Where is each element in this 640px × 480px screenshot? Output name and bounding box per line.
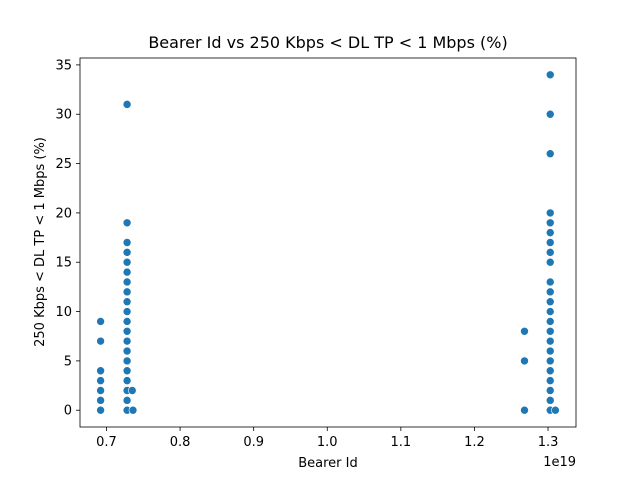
scatter-point bbox=[122, 238, 132, 247]
scatter-point bbox=[122, 248, 132, 257]
scatter-point bbox=[545, 218, 555, 228]
scatter-point bbox=[122, 307, 132, 316]
scatter-point bbox=[545, 396, 555, 405]
x-tick-label: 1.3 bbox=[538, 435, 559, 450]
scatter-point bbox=[545, 70, 555, 80]
x-tick-label: 0.9 bbox=[243, 435, 264, 450]
scatter-point bbox=[127, 386, 137, 395]
scatter-point bbox=[551, 405, 560, 415]
scatter-point bbox=[96, 386, 105, 395]
scatter-point bbox=[122, 218, 132, 228]
scatter-point bbox=[122, 317, 132, 326]
scatter-point bbox=[122, 297, 132, 306]
x-tick-label: 0.7 bbox=[96, 435, 117, 450]
scatter-point bbox=[545, 346, 555, 356]
scatter-point bbox=[122, 100, 132, 109]
y-axis-label: 250 Kbps < DL TP < 1 Mbps (%) bbox=[33, 137, 48, 347]
x-tick-label: 1.1 bbox=[391, 435, 412, 450]
scatter-point bbox=[545, 109, 555, 119]
scatter-point bbox=[545, 317, 555, 326]
scatter-point bbox=[96, 317, 105, 326]
scatter-point bbox=[545, 257, 555, 267]
scatter-point bbox=[520, 326, 529, 336]
scatter-point bbox=[545, 248, 555, 257]
y-tick-label: 10 bbox=[55, 305, 72, 320]
y-tick-label: 35 bbox=[55, 58, 72, 73]
scatter-point bbox=[545, 297, 555, 306]
y-tick-label: 15 bbox=[55, 256, 72, 271]
scatter-point bbox=[96, 396, 105, 405]
axes-frame bbox=[79, 57, 577, 428]
x-axis-label: Bearer Id bbox=[298, 456, 358, 471]
scatter-point bbox=[128, 405, 138, 415]
scatter-point bbox=[545, 307, 555, 316]
scatter-point bbox=[122, 356, 132, 366]
scatter-point bbox=[545, 208, 555, 218]
y-tick-label: 20 bbox=[55, 206, 72, 221]
plot-area: 0 5 10 15 20 25 30 35 0.7 0.8 0.9 1.0 1.1 1.2 1.3 bbox=[55, 57, 577, 450]
scatter-point bbox=[96, 376, 105, 385]
x-offset-label: 1e19 bbox=[543, 455, 576, 470]
scatter-point bbox=[122, 267, 132, 277]
x-tick-label: 0.8 bbox=[170, 435, 191, 450]
y-tick-label: 0 bbox=[64, 404, 72, 419]
scatter-point bbox=[545, 326, 555, 336]
scatter-point bbox=[545, 228, 555, 237]
scatter-point bbox=[122, 396, 132, 405]
scatter-point bbox=[122, 287, 132, 297]
x-tick-label: 1.2 bbox=[464, 435, 485, 450]
scatter-point bbox=[122, 346, 132, 356]
scatter-point bbox=[545, 366, 555, 376]
scatter-point bbox=[96, 366, 105, 376]
scatter-point bbox=[545, 238, 555, 247]
scatter-point bbox=[96, 336, 105, 346]
scatter-point bbox=[122, 277, 132, 287]
scatter-point bbox=[545, 386, 555, 395]
scatter-point bbox=[545, 149, 555, 159]
scatter-point bbox=[545, 277, 555, 287]
scatter-point bbox=[122, 376, 132, 385]
scatter-point bbox=[545, 287, 555, 297]
scatter-point bbox=[520, 405, 529, 415]
y-tick-label: 25 bbox=[55, 157, 72, 172]
scatter-point bbox=[122, 257, 132, 267]
scatter-point bbox=[545, 376, 555, 385]
y-tick-label: 30 bbox=[55, 108, 72, 123]
scatter-point bbox=[520, 356, 529, 366]
scatter-point bbox=[122, 366, 132, 376]
scatter-point bbox=[545, 356, 555, 366]
chart-title: Bearer Id vs 250 Kbps < DL TP < 1 Mbps (… bbox=[148, 33, 507, 52]
scatter-point bbox=[96, 405, 105, 415]
x-tick-label: 1.0 bbox=[317, 435, 338, 450]
scatter-point bbox=[122, 336, 132, 346]
scatter-point bbox=[122, 326, 132, 336]
scatter-point bbox=[545, 336, 555, 346]
y-tick-label: 5 bbox=[64, 354, 72, 369]
